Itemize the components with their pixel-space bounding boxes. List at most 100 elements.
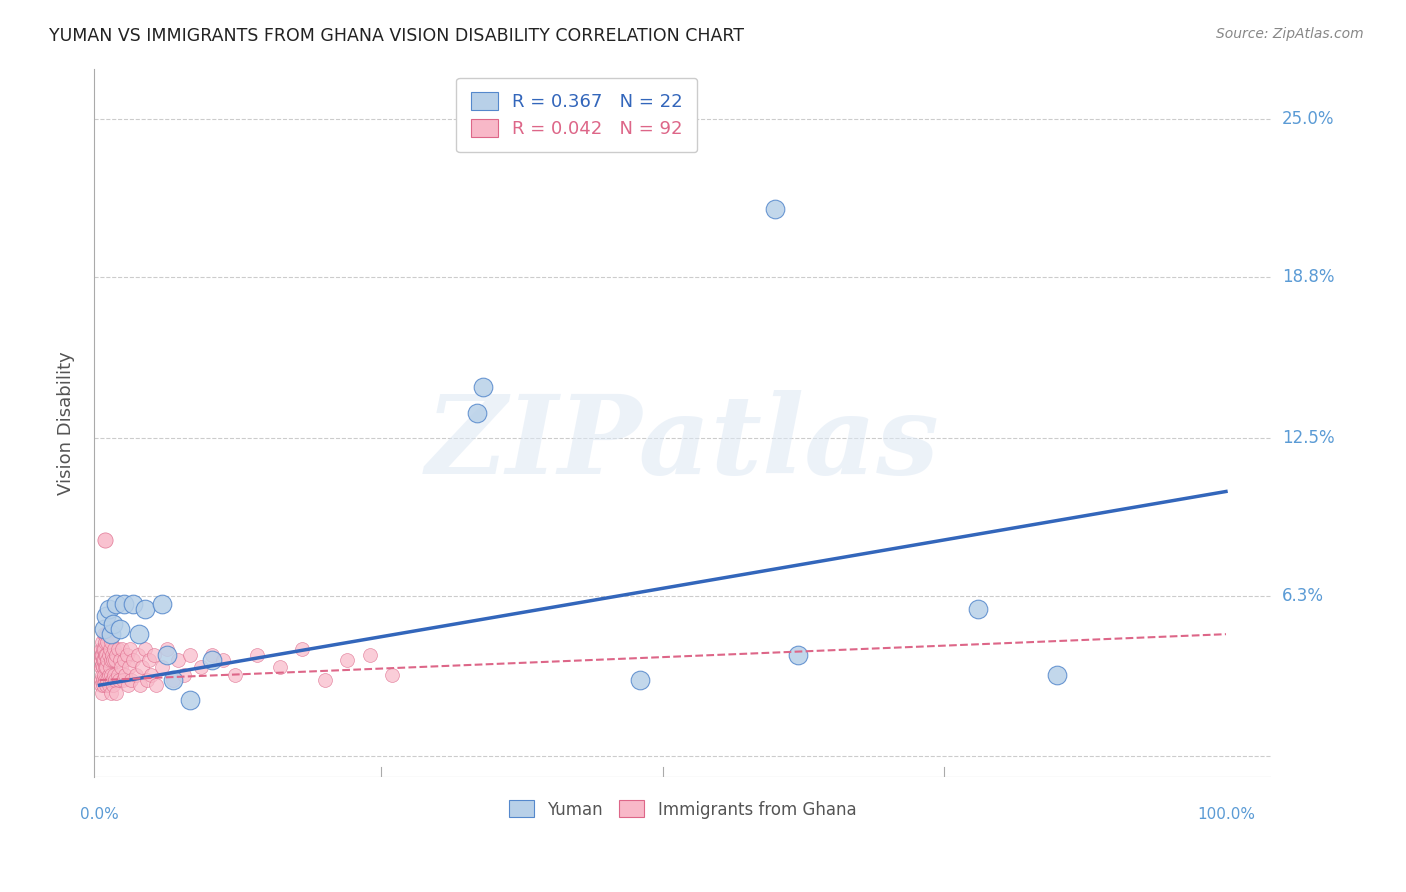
Text: Source: ZipAtlas.com: Source: ZipAtlas.com [1216, 27, 1364, 41]
Point [98, 642, 121, 657]
Point [128, 627, 150, 641]
Point [101, 678, 124, 692]
Point [111, 642, 134, 657]
Point [93, 642, 115, 657]
Point [101, 653, 124, 667]
Text: 100.0%: 100.0% [1197, 807, 1256, 822]
Point [179, 648, 201, 662]
Point [246, 648, 269, 662]
Point [90, 653, 112, 667]
Point [91, 678, 114, 692]
Point [291, 642, 314, 657]
Point [763, 202, 786, 216]
Point [336, 653, 359, 667]
Point [134, 601, 156, 615]
Point [115, 648, 138, 662]
Point [117, 678, 139, 692]
Point [122, 653, 145, 667]
Point [112, 673, 135, 687]
Point [96, 609, 118, 624]
Point [93, 668, 115, 682]
Point [118, 642, 141, 657]
Point [91, 673, 114, 687]
Point [173, 668, 195, 682]
Point [138, 653, 160, 667]
Point [96, 673, 118, 687]
Point [141, 668, 163, 682]
Text: YUMAN VS IMMIGRANTS FROM GHANA VISION DISABILITY CORRELATION CHART: YUMAN VS IMMIGRANTS FROM GHANA VISION DI… [49, 27, 744, 45]
Point [142, 648, 165, 662]
Point [201, 653, 224, 667]
Point [269, 660, 291, 674]
Point [127, 648, 149, 662]
Point [101, 648, 124, 662]
Point [150, 597, 173, 611]
Point [224, 668, 246, 682]
Point [96, 635, 118, 649]
Point [103, 668, 125, 682]
Point [100, 653, 122, 667]
Point [108, 653, 131, 667]
Point [156, 642, 179, 657]
Text: 18.8%: 18.8% [1282, 268, 1334, 286]
Point [107, 642, 129, 657]
Point [93, 653, 115, 667]
Point [100, 668, 122, 682]
Point [93, 627, 115, 641]
Point [94, 635, 117, 649]
Point [97, 668, 120, 682]
Point [91, 642, 114, 657]
Point [465, 405, 488, 419]
Point [90, 678, 112, 692]
Point [105, 648, 128, 662]
Text: 6.3%: 6.3% [1282, 587, 1324, 605]
Point [381, 668, 404, 682]
Point [97, 678, 120, 692]
Point [162, 673, 184, 687]
Point [190, 660, 212, 674]
Point [97, 601, 120, 615]
Point [90, 648, 112, 662]
Point [91, 653, 114, 667]
Point [212, 653, 235, 667]
Point [131, 660, 153, 674]
Point [201, 648, 224, 662]
Point [628, 673, 651, 687]
Point [120, 673, 142, 687]
Text: 0.0%: 0.0% [80, 807, 120, 822]
Point [100, 627, 122, 641]
Point [94, 533, 117, 547]
Point [107, 673, 129, 687]
Point [105, 597, 128, 611]
Text: ZIPatlas: ZIPatlas [426, 390, 939, 498]
Point [101, 617, 124, 632]
Point [96, 653, 118, 667]
Point [1046, 668, 1069, 682]
Point [122, 597, 145, 611]
Point [101, 673, 124, 687]
Point [94, 648, 117, 662]
Point [471, 380, 494, 394]
Point [94, 660, 117, 674]
Point [314, 673, 336, 687]
Point [124, 668, 146, 682]
Point [156, 648, 179, 662]
Point [105, 686, 128, 700]
Point [787, 648, 810, 662]
Point [90, 660, 112, 674]
Point [359, 648, 381, 662]
Point [162, 673, 184, 687]
Point [96, 678, 118, 692]
Text: 12.5%: 12.5% [1282, 429, 1334, 447]
Point [90, 668, 112, 682]
Point [93, 622, 115, 636]
Point [90, 635, 112, 649]
Point [145, 678, 167, 692]
Point [97, 648, 120, 662]
Point [134, 642, 156, 657]
Point [967, 601, 990, 615]
Point [96, 648, 118, 662]
Point [112, 597, 135, 611]
Point [103, 642, 125, 657]
Point [96, 660, 118, 674]
